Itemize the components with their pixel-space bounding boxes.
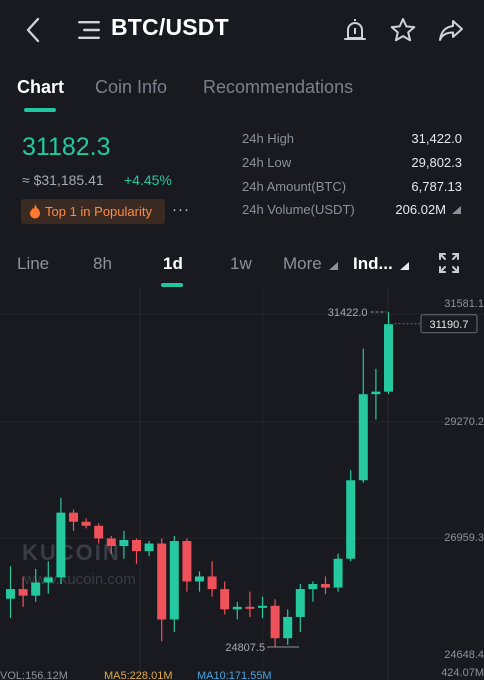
interval-8h[interactable]: 8h [93, 254, 112, 273]
stat-value: 6,787.13 [411, 179, 462, 194]
fullscreen-icon[interactable] [439, 253, 459, 273]
candle-body [6, 589, 15, 599]
candle-body [182, 541, 192, 582]
candle-body [207, 576, 217, 590]
candlestick-chart[interactable]: KUCOIN www.kucoin.com 31422.0 24807.5 31190.… [0, 288, 484, 680]
candle-body [258, 605, 267, 608]
watermark-url: www.kucoin.com [23, 571, 136, 588]
candle-body [169, 541, 179, 620]
tab-active-indicator [24, 108, 56, 112]
stat-label: 24h Volume(USDT) [242, 202, 355, 217]
fiat-price: ≈ $31,185.41 [22, 172, 104, 188]
high-marker-label: 31422.0 [328, 307, 368, 319]
candle-body [232, 606, 242, 610]
tab-chart[interactable]: Chart [17, 77, 65, 97]
candle-body [371, 391, 381, 395]
stat-value: 206.02M [395, 202, 446, 217]
candle-body [321, 584, 330, 588]
indicator-button[interactable]: Ind... [353, 254, 393, 273]
candle-body [157, 543, 167, 620]
interval-1d[interactable]: 1d [163, 254, 183, 273]
candle-body [358, 394, 368, 481]
candle-body [81, 521, 91, 526]
candle-body [195, 576, 204, 582]
stat-label: 24h Amount(BTC) [242, 179, 347, 194]
interval-active-indicator [161, 283, 183, 287]
last-price: 31182.3 [22, 133, 111, 161]
candle-body [106, 538, 116, 547]
stat-label: 24h High [242, 131, 295, 146]
caret-icon[interactable] [452, 206, 461, 214]
fire-icon [30, 204, 40, 219]
share-icon[interactable] [437, 16, 465, 44]
top-bar: BTC/USDT [0, 0, 484, 60]
stat-value: 31,422.0 [411, 131, 462, 146]
price-change: +4.45% [124, 172, 172, 188]
current-price-tag [420, 314, 478, 334]
ma5-indicator: MA5:228.01M [104, 670, 172, 680]
stat-label: 24h Low [242, 155, 292, 170]
price-axis-label: 29270.2 [444, 416, 484, 428]
candle-body [119, 539, 129, 547]
tab-coin-info[interactable]: Coin Info [95, 77, 168, 97]
caret-icon [329, 262, 338, 270]
caret-icon [400, 262, 409, 270]
candle-body [333, 558, 343, 588]
low-marker-label: 24807.5 [225, 642, 265, 654]
interval-more[interactable]: More [283, 254, 322, 273]
candle-body [56, 512, 66, 578]
ma10-indicator: MA10:171.55M [197, 670, 272, 680]
candle-body [31, 582, 41, 596]
popularity-badge[interactable]: Top 1 in Popularity [21, 199, 165, 224]
interval-line[interactable]: Line [17, 254, 50, 273]
interval-1w[interactable]: 1w [230, 254, 252, 273]
vol-indicator: VOL:156.12M [0, 670, 68, 680]
candle-body [43, 577, 53, 583]
price-axis-label: 26959.3 [444, 532, 484, 544]
candle-body [132, 539, 141, 552]
star-icon[interactable] [389, 16, 417, 44]
candle-body [18, 589, 28, 596]
badge-text: Top 1 in Popularity [45, 204, 152, 219]
candle-body [245, 606, 255, 609]
back-icon[interactable] [22, 16, 46, 44]
candle-body [384, 324, 393, 392]
pair-title[interactable]: BTC/USDT [111, 14, 229, 40]
candle-body [283, 616, 293, 639]
price-axis-label: 31581.1 [444, 298, 484, 310]
current-price-label: 31190.7 [430, 319, 469, 331]
candle-body [295, 589, 305, 617]
stat-value: 29,802.3 [411, 155, 462, 170]
price-axis-label: 24648.4 [444, 649, 484, 661]
alert-icon[interactable] [341, 16, 369, 44]
candle-body [94, 525, 104, 539]
candle-body [69, 512, 78, 522]
candle-body [220, 589, 230, 610]
candle-body [346, 480, 356, 559]
candle-body [270, 605, 280, 639]
menu-icon[interactable] [78, 20, 102, 40]
tab-recommendations[interactable]: Recommendations [203, 77, 354, 97]
more-icon[interactable]: ··· [172, 201, 190, 218]
watermark-logo: KUCOIN [22, 540, 121, 565]
volume-axis-label: 424.07M [441, 667, 484, 679]
candle-body [308, 584, 318, 590]
candle-body [144, 543, 154, 552]
